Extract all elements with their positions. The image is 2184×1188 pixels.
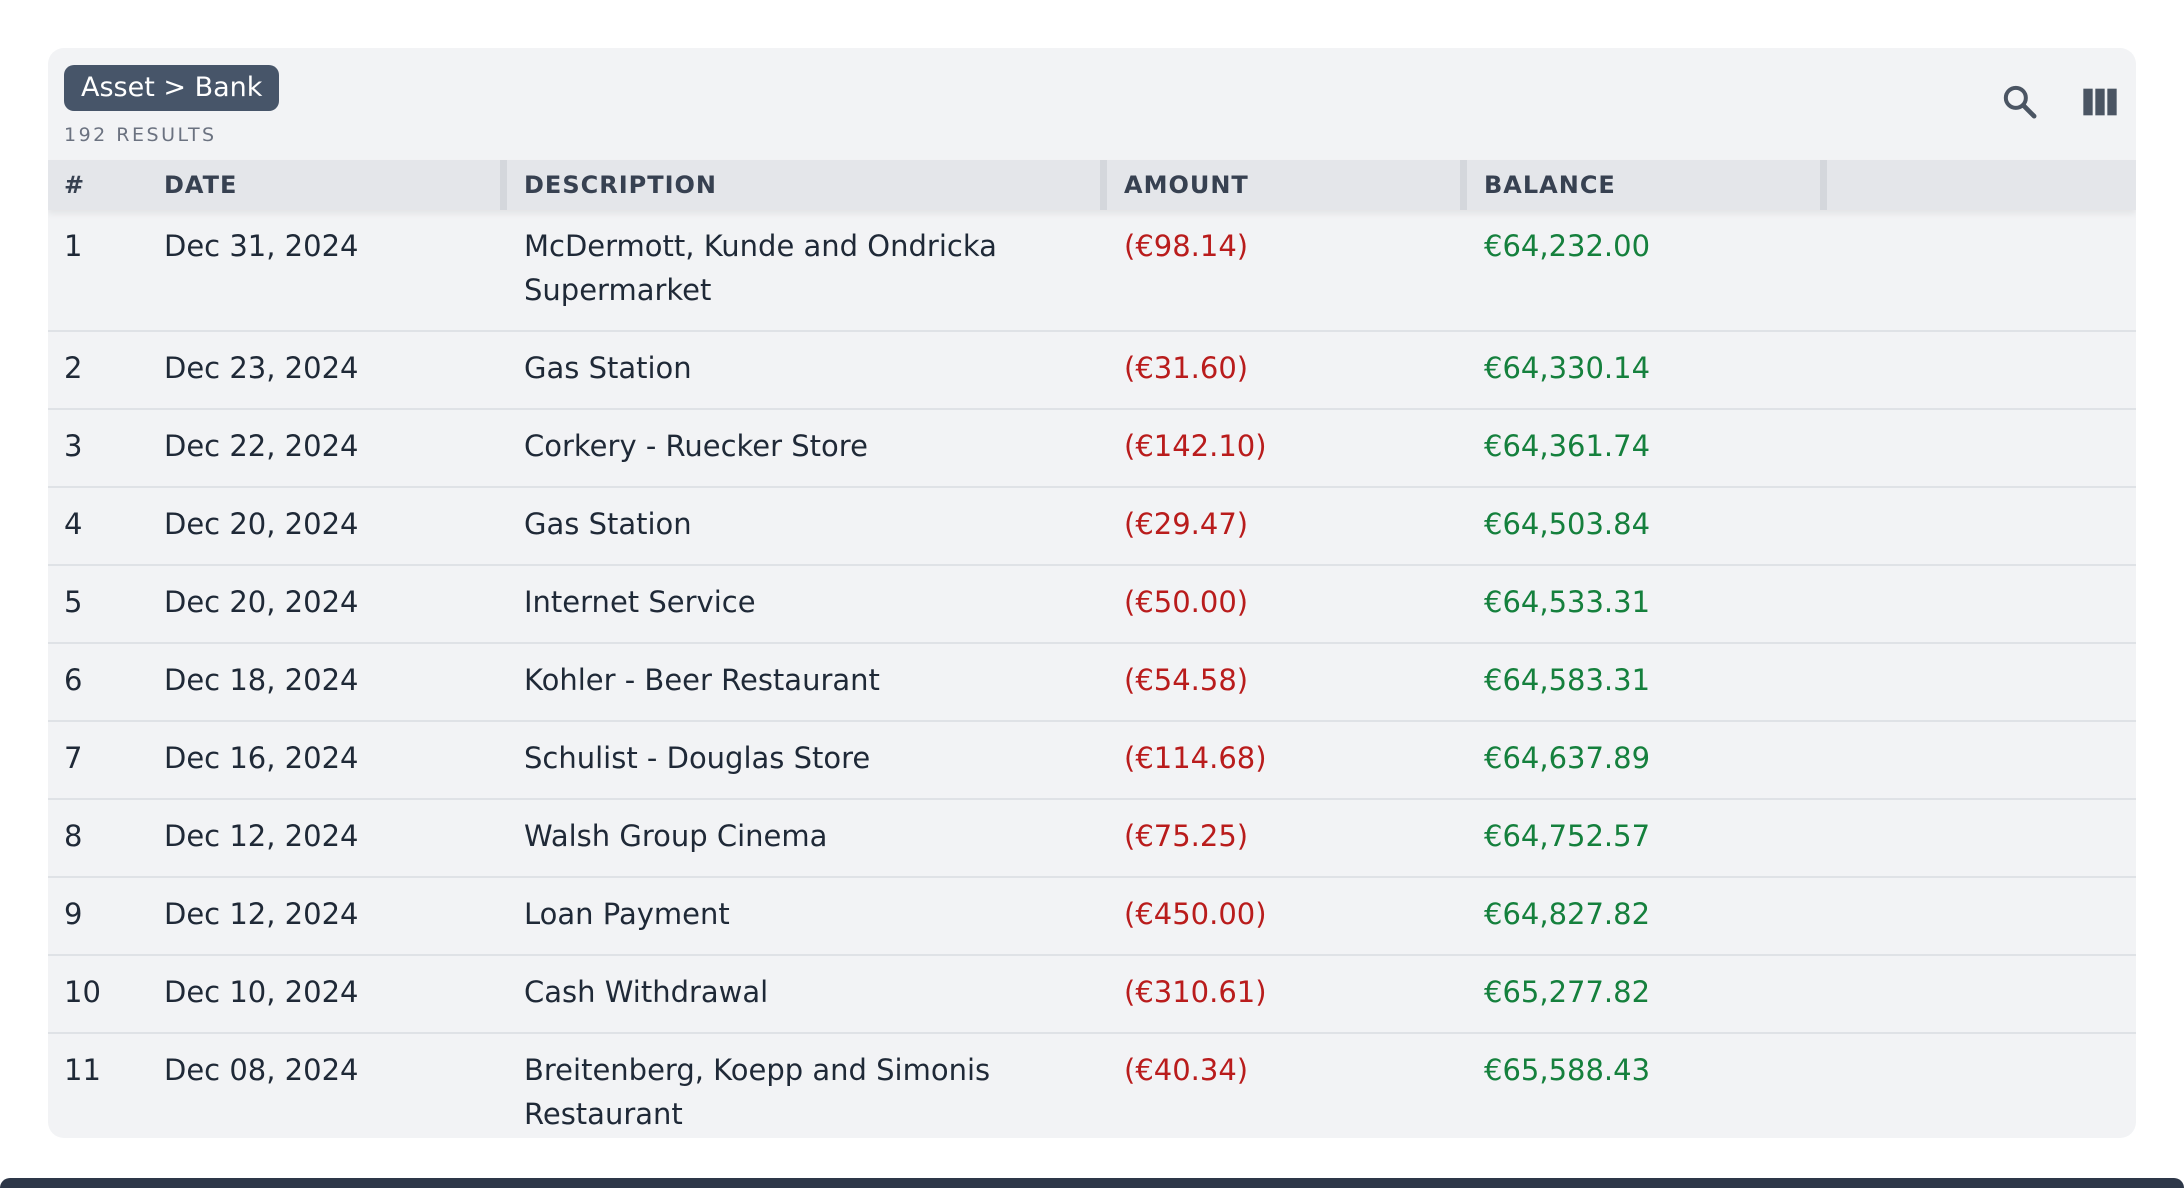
cell-amount: (€75.25) (1124, 819, 1249, 853)
cell-number: 9 (64, 897, 83, 931)
cell-amount: (€31.60) (1124, 351, 1249, 385)
results-count: 192 RESULTS (64, 124, 217, 146)
table-body: 1 Dec 31, 2024 McDermott, Kunde and Ondr… (48, 210, 2136, 1138)
cell-description: Cash Withdrawal (524, 975, 769, 1009)
breadcrumb-account[interactable]: Asset > Bank (64, 65, 280, 111)
transactions-table: # DATE DESCRIPTION AMOUNT BALANCE 1 Dec … (48, 160, 2136, 1138)
col-header-amount[interactable]: AMOUNT (1124, 171, 1249, 199)
cell-date: Dec 12, 2024 (164, 897, 359, 931)
cell-description: Gas Station (524, 351, 692, 385)
table-header: # DATE DESCRIPTION AMOUNT BALANCE (48, 160, 2136, 210)
columns-icon (2083, 88, 2117, 116)
table-row[interactable]: 2 Dec 23, 2024 Gas Station (€31.60) €64,… (48, 332, 2136, 410)
cell-description: Breitenberg, Koepp and Simonis Restauran… (524, 1053, 991, 1131)
cell-description: Kohler - Beer Restaurant (524, 663, 880, 697)
search-icon (2003, 85, 2037, 119)
table-row[interactable]: 8 Dec 12, 2024 Walsh Group Cinema (€75.2… (48, 800, 2136, 878)
cell-date: Dec 10, 2024 (164, 975, 359, 1009)
col-header-description[interactable]: DESCRIPTION (524, 171, 718, 199)
cell-date: Dec 20, 2024 (164, 507, 359, 541)
cell-amount: (€40.34) (1124, 1053, 1249, 1087)
window-bottom-edge (0, 1178, 2184, 1188)
cell-number: 8 (64, 819, 83, 853)
cell-balance: €65,588.43 (1484, 1053, 1651, 1087)
cell-balance: €64,637.89 (1484, 741, 1651, 775)
cell-balance: €64,827.82 (1484, 897, 1651, 931)
table-row[interactable]: 9 Dec 12, 2024 Loan Payment (€450.00) €6… (48, 878, 2136, 956)
table-row[interactable]: 5 Dec 20, 2024 Internet Service (€50.00)… (48, 566, 2136, 644)
cell-balance: €64,232.00 (1484, 229, 1651, 263)
table-row[interactable]: 11 Dec 08, 2024 Breitenberg, Koepp and S… (48, 1034, 2136, 1138)
transactions-card: Asset > Bank 192 RESULTS # DATE DESCRIPT… (48, 48, 2136, 1138)
column-resize-handle[interactable] (1820, 160, 1827, 210)
cell-description: Loan Payment (524, 897, 730, 931)
cell-amount: (€54.58) (1124, 663, 1249, 697)
table-row[interactable]: 4 Dec 20, 2024 Gas Station (€29.47) €64,… (48, 488, 2136, 566)
cell-date: Dec 18, 2024 (164, 663, 359, 697)
cell-number: 3 (64, 429, 83, 463)
cell-number: 11 (64, 1053, 101, 1087)
cell-number: 4 (64, 507, 83, 541)
cell-amount: (€50.00) (1124, 585, 1249, 619)
column-resize-handle[interactable] (1100, 160, 1107, 210)
cell-amount: (€114.68) (1124, 741, 1267, 775)
table-row[interactable]: 7 Dec 16, 2024 Schulist - Douglas Store … (48, 722, 2136, 800)
cell-amount: (€142.10) (1124, 429, 1267, 463)
cell-description: Gas Station (524, 507, 692, 541)
cell-number: 6 (64, 663, 83, 697)
cell-date: Dec 20, 2024 (164, 585, 359, 619)
cell-amount: (€29.47) (1124, 507, 1249, 541)
cell-number: 7 (64, 741, 83, 775)
cell-amount: (€310.61) (1124, 975, 1267, 1009)
col-header-date[interactable]: DATE (164, 171, 238, 199)
cell-number: 1 (64, 229, 83, 263)
cell-description: Internet Service (524, 585, 756, 619)
cell-date: Dec 31, 2024 (164, 229, 359, 263)
cell-balance: €64,361.74 (1484, 429, 1651, 463)
column-resize-handle[interactable] (500, 160, 507, 210)
cell-balance: €64,330.14 (1484, 351, 1651, 385)
col-header-number[interactable]: # (64, 171, 86, 199)
cell-description: Walsh Group Cinema (524, 819, 828, 853)
cell-description: Corkery - Ruecker Store (524, 429, 868, 463)
cell-balance: €64,752.57 (1484, 819, 1651, 853)
table-row[interactable]: 3 Dec 22, 2024 Corkery - Ruecker Store (… (48, 410, 2136, 488)
cell-number: 2 (64, 351, 83, 385)
cell-date: Dec 22, 2024 (164, 429, 359, 463)
column-resize-handle[interactable] (1460, 160, 1467, 210)
cell-number: 5 (64, 585, 83, 619)
cell-date: Dec 23, 2024 (164, 351, 359, 385)
cell-amount: (€450.00) (1124, 897, 1267, 931)
columns-button[interactable] (2078, 80, 2122, 124)
cell-amount: (€98.14) (1124, 229, 1249, 263)
cell-balance: €64,533.31 (1484, 585, 1651, 619)
cell-number: 10 (64, 975, 101, 1009)
cell-description: Schulist - Douglas Store (524, 741, 871, 775)
col-header-balance[interactable]: BALANCE (1484, 171, 1616, 199)
cell-balance: €64,503.84 (1484, 507, 1651, 541)
cell-date: Dec 16, 2024 (164, 741, 359, 775)
cell-date: Dec 08, 2024 (164, 1053, 359, 1087)
cell-date: Dec 12, 2024 (164, 819, 359, 853)
cell-balance: €64,583.31 (1484, 663, 1651, 697)
toolbar: Asset > Bank 192 RESULTS (48, 48, 2136, 160)
search-button[interactable] (1998, 80, 2042, 124)
table-row[interactable]: 10 Dec 10, 2024 Cash Withdrawal (€310.61… (48, 956, 2136, 1034)
cell-description: McDermott, Kunde and Ondricka Supermarke… (524, 229, 997, 307)
table-row[interactable]: 6 Dec 18, 2024 Kohler - Beer Restaurant … (48, 644, 2136, 722)
cell-balance: €65,277.82 (1484, 975, 1651, 1009)
table-row[interactable]: 1 Dec 31, 2024 McDermott, Kunde and Ondr… (48, 210, 2136, 332)
